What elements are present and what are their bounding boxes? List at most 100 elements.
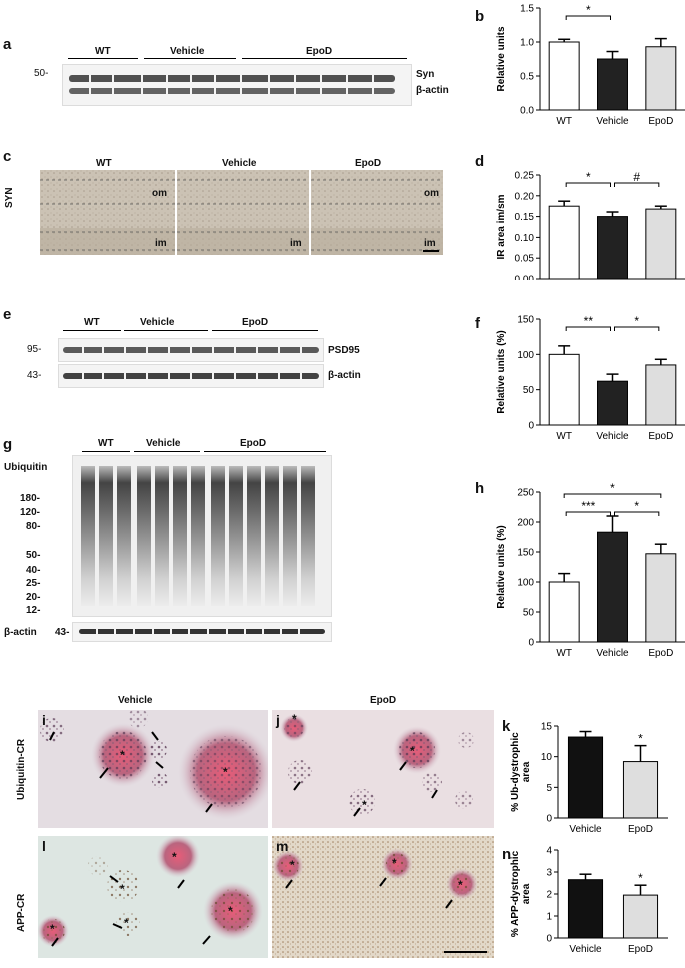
- marker-43: 43-: [27, 370, 42, 381]
- y-tick-label: 0.15: [515, 212, 535, 223]
- asterisk: *: [50, 922, 55, 936]
- chart-n: 0 1 2 3 4 % APP-dystrophicarea Vehicle EpoD *: [500, 838, 685, 963]
- marker-95: 95-: [27, 344, 42, 355]
- micrograph-m: * * *: [272, 836, 494, 958]
- significance-bracket: [565, 326, 611, 331]
- y-tick-label: 0.0: [520, 106, 534, 117]
- g-marker-180: 180-: [20, 493, 41, 504]
- asterisk: *: [410, 744, 415, 758]
- e-group-vehicle: Vehicle: [140, 317, 175, 328]
- y-axis-label: % Ub-dystrophicarea: [510, 732, 532, 812]
- x-tick-label: EpoD: [648, 431, 673, 440]
- bar-vehicle: [597, 380, 628, 426]
- c-image-epod: [311, 170, 443, 255]
- y-tick-label: 1.5: [520, 4, 534, 15]
- chart-svg-h: 0 50 100 150 200 250 Relative units (%) WT Vehic…: [496, 481, 685, 659]
- significance-label: *: [634, 499, 639, 513]
- panel-letter-l: l: [42, 838, 46, 854]
- panel-letter-a: a: [3, 36, 12, 53]
- marker-50: 50-: [34, 68, 49, 79]
- panel-letter-c: c: [3, 148, 12, 165]
- significance-bracket: [563, 493, 662, 498]
- e-group-wt: WT: [84, 317, 100, 328]
- significance-bracket: [565, 511, 611, 516]
- g-marker-43: 43-: [55, 627, 70, 638]
- bar-vehicle: [567, 736, 604, 819]
- x-tick-label: EpoD: [628, 824, 653, 835]
- significance-mark: *: [638, 871, 643, 885]
- e-line-vehicle: [124, 330, 208, 331]
- c-image-vehicle: [177, 170, 309, 255]
- g-marker-12: 12-: [26, 605, 41, 616]
- band-label-psd95: PSD95: [328, 345, 360, 356]
- panel-letter-k: k: [502, 718, 511, 735]
- group-line-epod: [242, 58, 407, 59]
- y-tick-label: 100: [517, 350, 534, 361]
- bar-wt: [548, 41, 580, 111]
- panel-letter-j: j: [276, 712, 280, 728]
- micro-col-vehicle: Vehicle: [118, 695, 153, 706]
- blot-e-psd95: [58, 338, 324, 362]
- asterisk: *: [392, 856, 397, 870]
- y-axis-label-line: % APP-dystrophic: [510, 850, 521, 937]
- chart-b: 0.0 0.5 1.0 1.5 Relative units WT Vehicle EpoD *: [480, 0, 685, 135]
- blot-g-actin: [72, 622, 332, 642]
- micro-col-epod: EpoD: [370, 695, 397, 706]
- y-tick-label: 5: [546, 783, 552, 794]
- bar-vehicle: [597, 58, 628, 111]
- significance-label: *: [586, 3, 591, 17]
- y-tick-label: 100: [517, 578, 534, 589]
- g-line-epod: [204, 451, 326, 452]
- c-image-wt: [40, 170, 175, 255]
- y-axis-label: IR area im/sm: [496, 194, 507, 259]
- row-label-ubiquitin-cr: Ubiquitin-CR: [16, 738, 27, 800]
- g-marker-40: 40-: [26, 565, 41, 576]
- bar-vehicle: [567, 879, 604, 939]
- g-ubiquitin-label: Ubiquitin: [4, 462, 48, 473]
- y-tick-label: 0.10: [515, 233, 535, 244]
- y-tick-label: 4: [546, 846, 552, 857]
- y-axis-label-line: area: [521, 883, 532, 904]
- bar-epod: [645, 208, 677, 280]
- y-tick-label: 0: [546, 814, 552, 825]
- y-tick-label: 150: [517, 548, 534, 559]
- chart-svg-b: 0.0 0.5 1.0 1.5 Relative units WT Vehicle EpoD *: [496, 3, 685, 127]
- bar-vehicle: [597, 216, 628, 280]
- significance-bracket: [565, 182, 611, 187]
- significance-bracket: [565, 15, 611, 20]
- micrograph-i: * *: [38, 710, 268, 828]
- asterisk: *: [120, 748, 125, 762]
- group-label-wt: WT: [95, 46, 111, 57]
- micrograph-l: * * * * *: [38, 836, 268, 958]
- c-title-vehicle: Vehicle: [222, 158, 257, 169]
- y-tick-label: 50: [523, 385, 535, 396]
- chart-svg-k: 0 5 10 15 % Ub-dystrophicarea Vehicle EpoD *: [510, 722, 668, 835]
- asterisk: *: [223, 765, 228, 779]
- y-tick-label: 0.00: [515, 275, 535, 281]
- y-tick-label: 0.5: [520, 72, 534, 83]
- y-tick-label: 0: [528, 638, 534, 649]
- significance-mark: *: [638, 732, 643, 746]
- asterisk: *: [362, 798, 367, 812]
- x-tick-label: Vehicle: [596, 116, 629, 127]
- g-marker-20: 20-: [26, 592, 41, 603]
- significance-label: ***: [581, 499, 595, 513]
- c-title-wt: WT: [96, 158, 112, 169]
- band-label-syn: Syn: [416, 69, 435, 80]
- bar-wt: [548, 581, 580, 643]
- y-axis-label: Relative units (%): [496, 525, 507, 608]
- chart-svg-f: 0 50 100 150 Relative units (%) WT Vehicle EpoD…: [496, 314, 685, 442]
- chart-f: 0 50 100 150 Relative units (%) WT Vehicle EpoD…: [480, 305, 685, 442]
- y-tick-label: 1.0: [520, 38, 534, 49]
- y-tick-label: 1: [546, 912, 552, 923]
- x-tick-label: Vehicle: [569, 944, 602, 955]
- panel-letter-m: m: [276, 838, 289, 854]
- significance-label: *: [610, 481, 615, 495]
- blot-e-actin: [58, 364, 324, 388]
- y-tick-label: 50: [523, 608, 535, 619]
- panel-letter-f: f: [475, 315, 480, 332]
- y-tick-label: 200: [517, 518, 534, 529]
- layer-om-2: om: [424, 188, 439, 199]
- y-tick-label: 15: [541, 722, 553, 733]
